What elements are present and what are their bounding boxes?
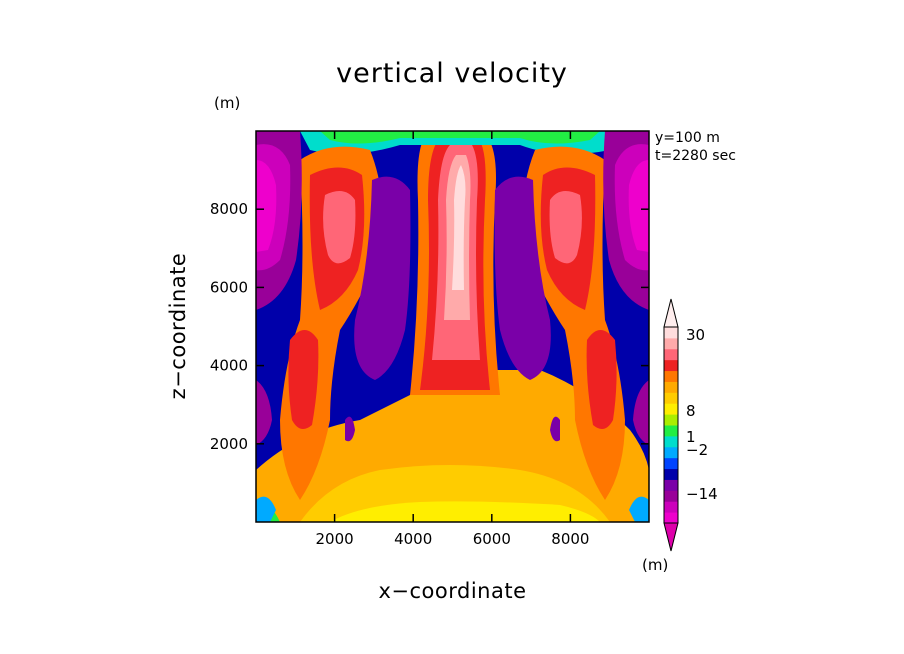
annotation-y-position: y=100 m bbox=[655, 130, 720, 146]
colorbar-band bbox=[664, 479, 678, 491]
colorbar-band bbox=[664, 501, 678, 513]
colorbar-label: −14 bbox=[686, 485, 718, 503]
colorbar-band bbox=[664, 337, 678, 350]
colorbar: 30 8 1−2 −14 bbox=[663, 298, 718, 552]
colorbar-band bbox=[664, 327, 678, 339]
colorbar-band bbox=[664, 414, 678, 426]
y-tick-label: 2000 bbox=[210, 435, 248, 453]
y-ticks: 2000 4000 6000 8000 bbox=[210, 200, 649, 453]
x-axis-label: x−coordinate bbox=[378, 579, 527, 603]
x-tick-label: 8000 bbox=[551, 530, 589, 548]
colorbar-band bbox=[664, 403, 678, 415]
y-tick-label: 6000 bbox=[210, 278, 248, 296]
x-ticks: 2000 4000 6000 8000 bbox=[316, 131, 589, 548]
colorbar-label: 30 bbox=[686, 326, 705, 344]
colorbar-label: −2 bbox=[686, 441, 708, 459]
colorbar-arrow-high bbox=[663, 298, 679, 328]
colorbar-label: 1 bbox=[686, 428, 696, 446]
colorbar-band bbox=[664, 425, 678, 437]
annotation-time: t=2280 sec bbox=[655, 148, 736, 164]
colorbar-unit: (m) bbox=[642, 556, 669, 574]
x-tick-label: 2000 bbox=[316, 530, 354, 548]
colorbar-band bbox=[664, 512, 678, 524]
y-tick-label: 8000 bbox=[210, 200, 248, 218]
colorbar-band bbox=[664, 370, 678, 382]
colorbar-band bbox=[664, 381, 678, 393]
colorbar-band bbox=[664, 435, 678, 448]
contour-field bbox=[256, 131, 649, 522]
colorbar-band bbox=[664, 468, 678, 480]
y-axis-label: z−coordinate bbox=[166, 252, 190, 400]
y-axis-unit: (m) bbox=[214, 94, 241, 112]
colorbar-band bbox=[664, 359, 678, 372]
x-tick-label: 4000 bbox=[394, 530, 432, 548]
colorbar-frame bbox=[663, 326, 679, 524]
axes: 2000 4000 6000 8000 2000 4000 6000 8000 bbox=[210, 130, 650, 548]
colorbar-band bbox=[664, 490, 678, 502]
colorbar-arrow-low bbox=[663, 522, 679, 552]
chart-title: vertical velocity bbox=[336, 58, 568, 89]
colorbar-band bbox=[664, 446, 678, 459]
colorbar-label: 8 bbox=[686, 402, 696, 420]
y-tick-label: 4000 bbox=[210, 357, 248, 375]
x-tick-label: 6000 bbox=[473, 530, 511, 548]
colorbar-band bbox=[664, 457, 678, 470]
colorbar-band bbox=[664, 392, 678, 404]
colorbar-band bbox=[664, 348, 678, 361]
